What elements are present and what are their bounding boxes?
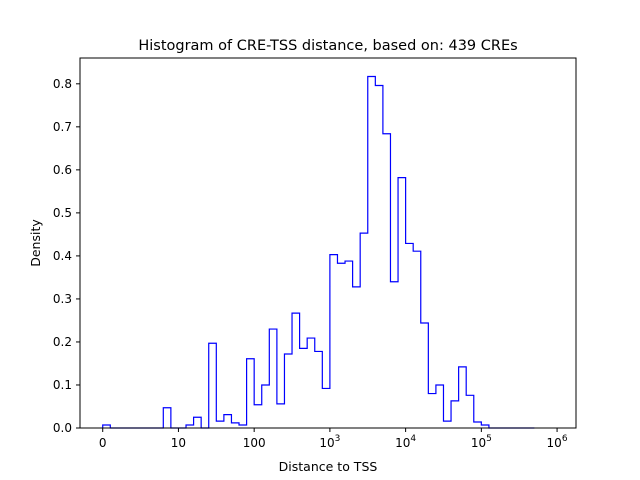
x-tick-label-exponent: 3 (335, 434, 341, 444)
x-tick-label: 100 (243, 436, 266, 450)
x-tick-label-base: 10 (547, 436, 562, 450)
x-axis: 0 10 100 103 104 105 106 (99, 428, 568, 450)
y-axis-label: Density (28, 219, 43, 267)
y-tick-label: 0.8 (53, 77, 72, 91)
chart-title: Histogram of CRE-TSS distance, based on:… (138, 38, 517, 54)
plot-area (79, 57, 577, 429)
y-tick-label: 0.1 (53, 378, 72, 392)
x-tick-label: 104 (395, 434, 416, 450)
x-tick-label-base: 10 (471, 436, 486, 450)
x-tick-label-exponent: 4 (410, 434, 416, 444)
x-axis-label: Distance to TSS (279, 459, 378, 474)
y-tick-label: 0.0 (53, 421, 72, 435)
x-tick-label: 10 (171, 436, 186, 450)
y-tick-label: 0.4 (53, 249, 72, 263)
axes-frame (79, 57, 577, 429)
x-tick-label: 106 (547, 434, 568, 450)
y-axis: 0.0 0.1 0.2 0.3 0.4 0.5 0.6 0.7 0.8 (53, 77, 80, 435)
x-tick-label-base: 10 (319, 436, 334, 450)
x-tick-label-exponent: 5 (486, 434, 492, 444)
histogram-step-line (102, 75, 535, 429)
y-tick-label: 0.6 (53, 163, 72, 177)
x-tick-label-base: 10 (395, 436, 410, 450)
y-tick-label: 0.3 (53, 292, 72, 306)
y-tick-label: 0.2 (53, 335, 72, 349)
x-tick-label: 0 (99, 436, 107, 450)
x-tick-label-exponent: 6 (562, 434, 568, 444)
x-tick-label: 103 (319, 434, 340, 450)
y-tick-label: 0.7 (53, 120, 72, 134)
x-tick-label: 105 (471, 434, 492, 450)
y-tick-label: 0.5 (53, 206, 72, 220)
